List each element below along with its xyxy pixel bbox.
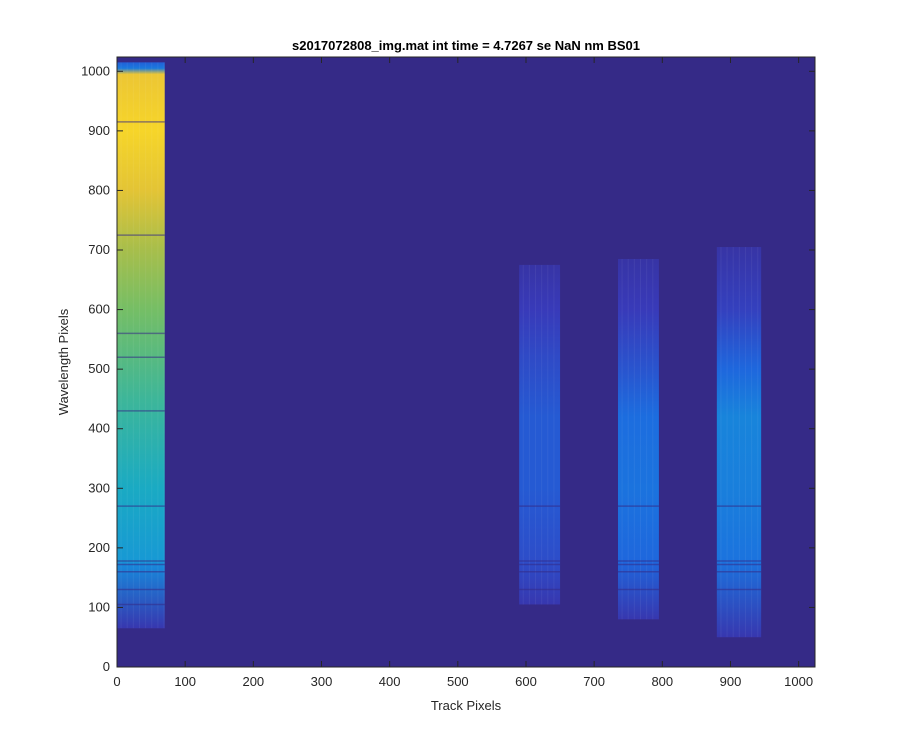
y-tick-label: 500 xyxy=(88,361,110,376)
y-tick-label: 1000 xyxy=(81,63,110,78)
track-band-1 xyxy=(117,62,165,629)
x-tick-label: 200 xyxy=(242,674,264,689)
y-tick-label: 0 xyxy=(103,659,110,674)
x-tick-label: 400 xyxy=(379,674,401,689)
y-axis: 0 100 200 300 400 500 600 700 800 900 1000 xyxy=(81,63,815,674)
chart-title: s2017072808_img.mat int time = 4.7267 se… xyxy=(292,38,640,53)
x-tick-label: 900 xyxy=(720,674,742,689)
heatmap-bands xyxy=(117,62,762,638)
x-tick-label: 600 xyxy=(515,674,537,689)
x-tick-label: 0 xyxy=(113,674,120,689)
y-tick-label: 600 xyxy=(88,302,110,317)
plot-background xyxy=(117,57,815,667)
x-axis-label: Track Pixels xyxy=(431,698,502,713)
y-axis-label: Wavelength Pixels xyxy=(56,308,71,415)
y-tick-label: 400 xyxy=(88,421,110,436)
y-tick-label: 900 xyxy=(88,123,110,138)
x-axis: 0 100 200 300 400 500 600 700 800 900 1000 xyxy=(113,57,813,689)
x-tick-label: 100 xyxy=(174,674,196,689)
y-tick-label: 200 xyxy=(88,540,110,555)
track-band-2 xyxy=(519,264,561,605)
x-tick-label: 500 xyxy=(447,674,469,689)
y-tick-label: 300 xyxy=(88,480,110,495)
plot-frame xyxy=(116,56,816,668)
y-tick-label: 800 xyxy=(88,182,110,197)
x-tick-label: 300 xyxy=(311,674,333,689)
x-tick-label: 1000 xyxy=(784,674,813,689)
x-tick-label: 700 xyxy=(583,674,605,689)
y-tick-label: 100 xyxy=(88,599,110,614)
y-tick-label: 700 xyxy=(88,242,110,257)
track-band-3 xyxy=(618,258,659,620)
x-tick-label: 800 xyxy=(651,674,673,689)
